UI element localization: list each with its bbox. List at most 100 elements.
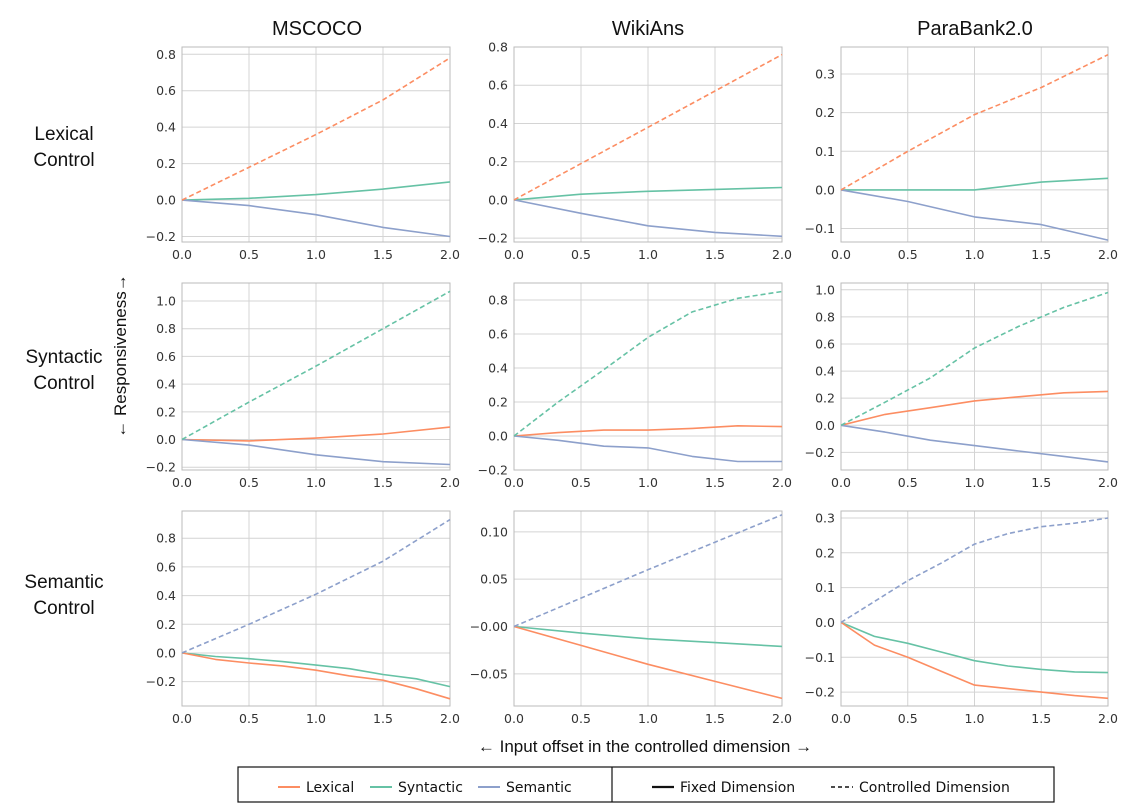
x-tick-label: 0.5 [239, 247, 259, 262]
x-tick-label: 1.5 [705, 711, 725, 726]
x-tick-label: 0.0 [504, 711, 524, 726]
series-line-syntactic-controlled [181, 290, 451, 441]
series-line-syntactic-fixed [181, 652, 451, 688]
column-title-parabank: ParaBank2.0 [917, 18, 1033, 40]
y-tick-label: −0.2 [146, 674, 176, 689]
y-tick-label: −0.2 [146, 460, 176, 475]
series-line-semantic-fixed [840, 424, 1109, 463]
y-tick-label: 0.2 [156, 156, 176, 171]
x-tick-label: 1.5 [705, 247, 725, 262]
panel-0-2: 0.0 0.5 1.0 1.5 2.0 −0.1 0.0 0.1 0.2 0.3 [805, 46, 1118, 262]
series-line-semantic-controlled [513, 514, 783, 628]
row-title-semantic-line1: Semantic [24, 572, 103, 593]
x-tick-label: 1.5 [1031, 711, 1051, 726]
panel-2-0: 0.0 0.5 1.0 1.5 2.0 −0.2 0.0 0.2 0.4 0.6 0.8 [146, 510, 460, 726]
panel-0-1: 0.0 0.5 1.0 1.5 2.0−0.20.00.20.40.60.8 [478, 40, 792, 263]
x-tick-label: 0.5 [898, 247, 918, 262]
y-tick-label: 0.1 [815, 580, 835, 595]
series-line-lexical-fixed [181, 426, 451, 442]
y-tick-label: 0.4 [156, 120, 176, 135]
y-tick-label: 0.8 [156, 531, 176, 546]
plot-frame [181, 282, 451, 471]
series-line-lexical-fixed [840, 390, 1109, 427]
series-line-lexical-controlled [181, 57, 451, 201]
y-tick-label: 0.0 [156, 432, 176, 447]
row-title-lexical-line1: Lexical [34, 124, 93, 145]
y-tick-label: 0.0 [815, 418, 835, 433]
series-line-semantic-fixed [181, 438, 451, 466]
x-tick-label: 2.0 [1098, 247, 1118, 262]
legend-label-fixed: Fixed Dimension [680, 780, 795, 796]
y-tick-label: 0.0 [815, 182, 835, 197]
y-tick-label: −0.2 [805, 445, 835, 460]
y-tick-label: 0.6 [815, 336, 835, 351]
y-tick-label: −0.00 [470, 619, 508, 634]
y-tick-label: 1.0 [815, 282, 835, 297]
y-tick-label: 0.2 [815, 545, 835, 560]
series-line-syntactic-controlled [513, 290, 783, 437]
x-tick-label: 2.0 [772, 247, 792, 262]
panel-2-2: 0.0 0.5 1.0 1.5 2.0 −0.2 −0.1 0.0 0.1 0.2 0.3 [805, 510, 1118, 726]
y-axis-label: ← Responsiveness→ [111, 274, 130, 437]
y-tick-label: −0.2 [146, 229, 176, 244]
panel-0-0: 0.0 0.5 1.0 1.5 2.0 −0.2 0.0 0.2 0.4 0.6 0.8 [146, 46, 460, 262]
y-tick-label: 0.3 [815, 510, 835, 525]
legend-frame [237, 766, 1055, 803]
y-tick-label: 0.2 [815, 391, 835, 406]
series-line-semantic-fixed [840, 189, 1109, 241]
x-tick-label: 1.0 [965, 247, 985, 262]
x-tick-label: 0.0 [831, 247, 851, 262]
row-title-semantic-line2: Control [33, 598, 94, 619]
column-title-wikians: WikiAns [612, 18, 684, 40]
series-line-syntactic-fixed [513, 186, 783, 201]
x-tick-label: 2.0 [440, 711, 460, 726]
row-title-lexical-line2: Control [33, 150, 94, 171]
y-tick-label: 0.4 [156, 377, 176, 392]
x-tick-label: 0.0 [172, 247, 192, 262]
series-line-semantic-fixed [513, 199, 783, 238]
x-tick-label: 1.5 [1031, 475, 1051, 490]
x-tick-label: 2.0 [1098, 475, 1118, 490]
x-tick-label: 0.0 [172, 711, 192, 726]
legend-label-controlled: Controlled Dimension [859, 780, 1010, 796]
y-tick-label: 0.6 [156, 559, 176, 574]
x-tick-label: 2.0 [772, 711, 792, 726]
x-tick-label: 1.0 [638, 247, 658, 262]
y-tick-label: −0.2 [805, 685, 835, 700]
y-tick-label: 0.8 [488, 40, 508, 55]
y-tick-label: 0.2 [156, 617, 176, 632]
series-line-semantic-controlled [181, 518, 451, 654]
series-line-semantic-fixed [513, 435, 782, 463]
plot-frame [513, 282, 783, 471]
plot-frame [181, 46, 451, 243]
y-tick-label: 0.6 [488, 78, 508, 93]
x-tick-label: 1.5 [373, 247, 393, 262]
panel-grid: 0.0 0.5 1.0 1.5 2.0−0.20.00.20.40.60.80.0 0.5… [146, 40, 1118, 727]
x-tick-label: 0.0 [504, 475, 524, 490]
y-tick-label: 1.0 [156, 294, 176, 309]
y-tick-label: 0.8 [488, 293, 508, 308]
series-line-lexical-fixed [513, 424, 783, 437]
x-tick-label: 1.0 [638, 711, 658, 726]
plot-frame [181, 510, 451, 707]
x-tick-label: 0.0 [172, 475, 192, 490]
x-tick-label: 2.0 [1098, 711, 1118, 726]
y-tick-label: 0.0 [488, 192, 508, 207]
y-tick-label: 0.4 [488, 116, 508, 131]
plot-frame [513, 510, 783, 707]
y-tick-label: 0.8 [156, 321, 176, 336]
x-tick-label: 1.5 [373, 711, 393, 726]
y-tick-label: 0.6 [488, 327, 508, 342]
x-tick-label: 0.0 [504, 247, 524, 262]
x-tick-label: 1.0 [306, 475, 326, 490]
y-tick-label: 0.3 [815, 67, 835, 82]
x-tick-label: 0.0 [831, 711, 851, 726]
x-tick-label: 1.0 [965, 475, 985, 490]
x-tick-label: 0.5 [571, 475, 591, 490]
panel-1-1: 0.0 0.5 1.0 1.5 2.0−0.20.00.20.40.60.8 [478, 282, 792, 490]
series-line-syntactic-fixed [181, 181, 451, 201]
column-title-mscoco: MSCOCO [272, 18, 362, 40]
x-tick-label: 0.5 [898, 711, 918, 726]
series-line-syntactic-controlled [840, 291, 1109, 427]
